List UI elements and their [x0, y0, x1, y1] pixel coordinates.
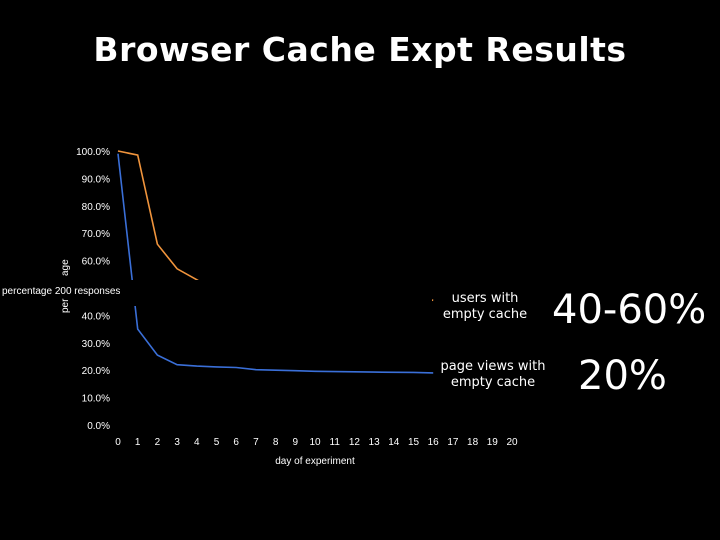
y-tick-label: 90.0%	[82, 174, 110, 185]
y-axis-label-fragment-age: age	[60, 259, 71, 276]
x-tick-label: 13	[369, 437, 381, 448]
page-views-empty-cache-label: page views with empty cache	[440, 359, 546, 390]
page-views-empty-cache-percent: 20%	[578, 353, 667, 399]
x-tick-label: 19	[487, 437, 499, 448]
y-axis-label-fragment-per: per	[60, 298, 71, 313]
x-axis-ticks: 0 1 2 3 4 5 6 7 8 9 10 11 12 13 14 15 16 17 18 19 20	[115, 437, 518, 448]
x-tick-label: 17	[447, 437, 459, 448]
x-tick-label: 4	[194, 437, 200, 448]
x-tick-label: 0	[115, 437, 121, 448]
y-tick-label: 100.0%	[76, 147, 110, 158]
x-tick-label: 7	[253, 437, 259, 448]
x-tick-label: 10	[309, 437, 321, 448]
x-tick-label: 11	[330, 437, 341, 448]
x-tick-label: 16	[428, 437, 440, 448]
y-axis-ticks: 0.0%10.0%20.0%30.0%40.0%50.0%60.0%70.0%8…	[76, 147, 110, 432]
y-tick-label: 30.0%	[82, 339, 110, 350]
users-empty-cache-percent: 40-60%	[552, 287, 707, 333]
x-tick-label: 3	[174, 437, 180, 448]
x-axis-label: day of experiment	[275, 456, 355, 467]
series-lines	[117, 150, 434, 374]
x-tick-label: 18	[467, 437, 479, 448]
x-tick-label: 20	[506, 437, 518, 448]
y-tick-label: 70.0%	[82, 229, 110, 240]
x-tick-label: 14	[388, 437, 400, 448]
x-tick-label: 15	[408, 437, 420, 448]
x-tick-label: 9	[293, 437, 299, 448]
x-tick-label: 6	[233, 437, 239, 448]
x-tick-label: 5	[214, 437, 220, 448]
users-empty-cache-line	[117, 150, 434, 302]
x-tick-label: 12	[349, 437, 361, 448]
y-tick-label: 20.0%	[82, 366, 110, 377]
y-tick-label: 60.0%	[82, 257, 110, 268]
slide-title: Browser Cache Expt Results	[93, 30, 627, 69]
users-empty-cache-label: users with empty cache	[442, 291, 528, 322]
x-tick-label: 8	[273, 437, 279, 448]
y-tick-label: 0.0%	[87, 421, 110, 432]
occlusion-band	[0, 280, 432, 306]
y-tick-label: 10.0%	[82, 394, 110, 405]
x-tick-label: 2	[155, 437, 161, 448]
x-tick-label: 1	[135, 437, 141, 448]
y-axis-label: percentage 200 responses	[2, 286, 120, 297]
y-tick-label: 80.0%	[82, 202, 110, 213]
page-views-empty-cache-line	[117, 153, 434, 374]
y-tick-label: 40.0%	[82, 311, 110, 322]
